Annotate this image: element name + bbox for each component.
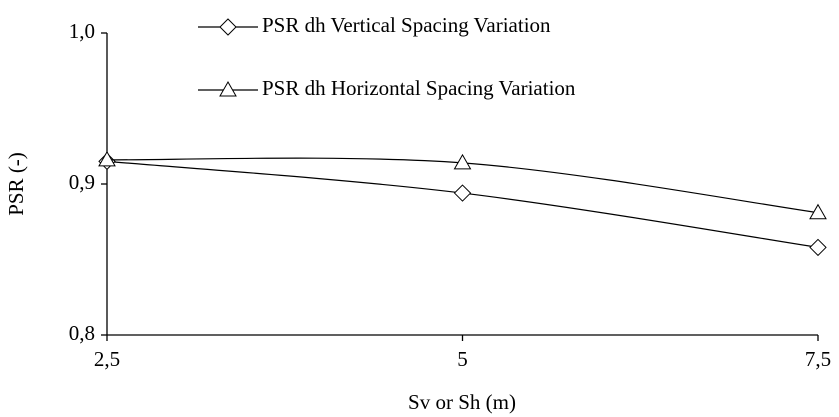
legend-label: PSR dh Vertical Spacing Variation bbox=[262, 13, 551, 37]
data-point bbox=[98, 150, 116, 167]
series-line bbox=[106, 160, 819, 249]
x-tick-label: 2,5 bbox=[94, 347, 120, 371]
data-point bbox=[453, 153, 472, 170]
y-tick-label: 0,9 bbox=[69, 170, 95, 194]
y-axis-label: PSR (-) bbox=[4, 152, 28, 216]
legend-marker bbox=[219, 80, 237, 97]
x-axis-label: Sv or Sh (m) bbox=[408, 390, 516, 414]
x-tick-label: 5 bbox=[457, 347, 468, 371]
data-point bbox=[809, 203, 827, 220]
x-tick-label: 7,5 bbox=[805, 347, 831, 371]
data-point bbox=[453, 184, 472, 202]
legend-marker bbox=[219, 18, 237, 36]
data-point bbox=[809, 238, 827, 257]
legend-label: PSR dh Horizontal Spacing Variation bbox=[262, 76, 576, 100]
y-tick-label: 1,0 bbox=[69, 19, 95, 43]
y-tick-label: 0,8 bbox=[69, 321, 95, 345]
